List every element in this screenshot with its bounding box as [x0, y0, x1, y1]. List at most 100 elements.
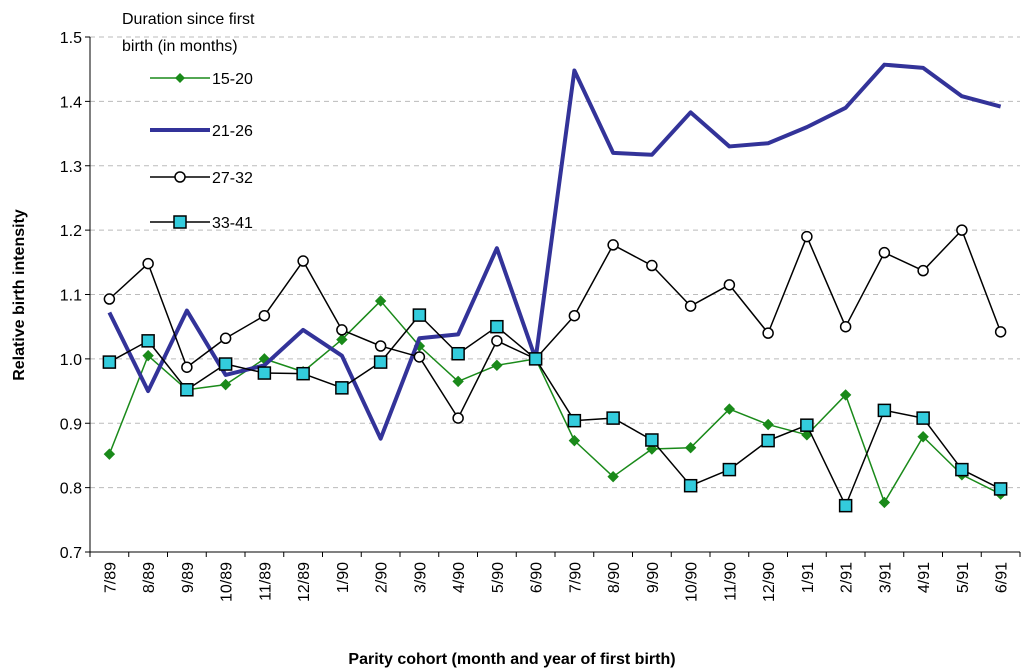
x-tick-label: 10/89: [219, 562, 236, 602]
data-point: [877, 403, 892, 418]
legend-title: birth (in months): [122, 38, 238, 55]
data-point: [491, 359, 503, 372]
y-tick-label: 1.5: [60, 30, 82, 47]
data-point: [839, 320, 852, 333]
series: [103, 295, 1007, 509]
series: [107, 62, 1002, 441]
x-tick-label: 6/90: [529, 562, 546, 593]
x-tick-label: 11/89: [257, 562, 274, 601]
data-point: [491, 335, 503, 347]
legend-label: 33-41: [212, 215, 253, 232]
data-point: [102, 355, 117, 369]
series: [102, 308, 1008, 513]
data-point: [336, 333, 348, 346]
y-tick-label: 0.9: [60, 416, 82, 433]
x-tick-label: 9/90: [645, 562, 662, 593]
data-point: [413, 351, 426, 363]
data-point: [103, 293, 116, 305]
y-tick-label: 1.2: [60, 223, 82, 240]
data-point: [335, 381, 349, 395]
data-point: [607, 470, 619, 483]
data-point: [297, 255, 309, 267]
data-point: [258, 309, 271, 322]
data-point: [490, 319, 504, 334]
legend-marker: [173, 215, 187, 229]
y-tick-label: 1.1: [60, 288, 82, 305]
data-point: [801, 230, 813, 243]
data-point: [103, 448, 116, 460]
data-point: [180, 383, 194, 397]
data-point: [218, 357, 233, 371]
x-tick-label: 2/91: [839, 562, 856, 593]
data-point: [838, 498, 853, 513]
data-point: [917, 431, 929, 443]
data-point: [646, 259, 658, 272]
x-tick-label: 3/91: [877, 562, 894, 593]
y-tick-label: 1.3: [60, 159, 82, 176]
data-point: [878, 246, 891, 259]
x-axis-title: Parity cohort (month and year of first b…: [348, 651, 675, 668]
data-point: [839, 389, 852, 401]
series-line: [108, 300, 1001, 504]
data-point: [955, 462, 969, 477]
y-tick-label: 1.0: [60, 352, 82, 369]
x-tick-label: 9/89: [180, 562, 197, 593]
x-tick-label: 12/89: [296, 562, 313, 602]
legend-title: Duration since first: [122, 11, 255, 28]
x-tick-label: 6/91: [994, 562, 1011, 593]
data-point: [878, 496, 891, 509]
x-tick-label: 4/90: [451, 562, 468, 593]
data-point: [762, 418, 774, 431]
series-line: [109, 314, 1001, 507]
x-tick-label: 2/90: [374, 562, 391, 593]
legend-label: 21-26: [212, 123, 253, 140]
data-point: [607, 239, 619, 251]
x-tick-label: 8/90: [606, 562, 623, 593]
data-point: [723, 403, 736, 415]
x-tick-label: 5/91: [955, 562, 972, 593]
data-point: [684, 300, 697, 312]
data-point: [374, 295, 387, 307]
data-point: [683, 478, 698, 493]
data-point: [916, 411, 930, 425]
data-point: [993, 482, 1008, 496]
y-tick-label: 0.8: [60, 481, 82, 498]
data-point: [373, 355, 388, 369]
series: [103, 224, 1007, 424]
data-point: [219, 332, 232, 345]
data-point: [257, 366, 272, 380]
legend-marker: [175, 73, 185, 83]
data-point: [762, 327, 774, 339]
data-point: [917, 264, 929, 277]
x-tick-label: 10/90: [684, 562, 701, 602]
x-tick-label: 7/90: [567, 562, 584, 593]
data-point: [142, 349, 154, 362]
x-tick-label: 11/90: [722, 562, 739, 601]
data-point: [568, 309, 581, 322]
data-point: [684, 442, 697, 454]
data-point: [451, 346, 465, 361]
data-point: [141, 334, 155, 348]
y-tick-label: 0.7: [60, 545, 82, 562]
data-point: [800, 418, 814, 432]
data-point: [723, 279, 736, 291]
data-point: [956, 224, 968, 236]
y-tick-label: 1.4: [60, 94, 82, 111]
data-point: [412, 308, 427, 322]
data-point: [567, 413, 582, 428]
legend-label: 15-20: [212, 71, 253, 88]
data-point: [219, 378, 232, 391]
data-point: [606, 411, 620, 425]
series-line: [108, 229, 1002, 419]
x-tick-label: 5/90: [490, 562, 507, 593]
series-line: [107, 62, 1002, 441]
data-point: [761, 433, 775, 448]
data-point: [568, 434, 581, 447]
x-tick-label: 1/90: [335, 562, 352, 593]
data-point: [645, 433, 659, 447]
data-point: [452, 412, 464, 424]
y-axis-title: Relative birth intensity: [11, 209, 28, 381]
legend-label: 27-32: [212, 170, 253, 187]
x-tick-label: 12/90: [761, 562, 778, 602]
